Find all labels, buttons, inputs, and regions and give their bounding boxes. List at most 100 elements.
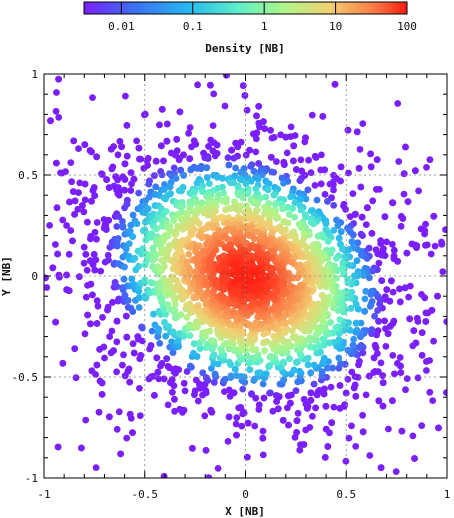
density-point [122, 312, 130, 320]
density-point [113, 338, 121, 346]
density-point [353, 326, 361, 334]
density-point [67, 159, 75, 167]
density-point [252, 148, 260, 156]
density-point [287, 317, 295, 324]
density-point [423, 367, 430, 374]
density-point [194, 302, 202, 309]
density-point [71, 211, 78, 218]
density-point [246, 366, 254, 373]
density-point [417, 225, 425, 233]
density-point [219, 174, 226, 182]
density-point [330, 186, 337, 194]
density-point [293, 429, 300, 436]
density-point [352, 392, 360, 400]
density-point [438, 240, 446, 248]
density-point [368, 287, 376, 295]
density-point [239, 82, 247, 89]
density-point [430, 212, 438, 220]
density-point [155, 325, 162, 333]
density-point [142, 218, 149, 226]
density-point [396, 354, 404, 361]
density-point [412, 167, 419, 175]
density-point [129, 429, 136, 436]
density-point [158, 360, 166, 367]
density-point [306, 424, 314, 431]
density-point [221, 375, 229, 383]
density-point [316, 342, 323, 350]
density-point [262, 193, 269, 201]
density-point [374, 327, 382, 334]
density-point [273, 392, 280, 399]
density-point [128, 180, 135, 188]
density-point [304, 361, 312, 369]
density-point [397, 369, 405, 376]
density-point [318, 291, 326, 299]
density-point [122, 92, 129, 100]
density-point [352, 319, 360, 327]
density-point [162, 195, 169, 203]
density-point [377, 240, 385, 247]
density-point [244, 419, 252, 427]
density-point [234, 143, 242, 151]
density-point [158, 142, 165, 150]
density-point [121, 160, 129, 168]
density-point [389, 288, 397, 296]
density-point [394, 360, 401, 367]
density-point [152, 251, 160, 258]
density-point [204, 288, 212, 295]
density-point [328, 419, 336, 427]
density-point [91, 266, 99, 274]
density-point [250, 167, 258, 175]
density-point [362, 287, 370, 295]
density-point [138, 323, 146, 331]
density-point [389, 199, 396, 207]
density-point [238, 176, 245, 184]
density-point [152, 157, 160, 165]
density-point [259, 427, 267, 435]
density-point [186, 155, 194, 163]
density-point [205, 261, 213, 269]
density-point [134, 333, 142, 340]
density-point [164, 232, 172, 240]
density-point [367, 150, 374, 158]
density-point [304, 354, 312, 362]
density-point [242, 180, 250, 188]
density-point [205, 474, 213, 478]
density-point [443, 389, 447, 396]
density-point [342, 206, 349, 213]
density-point [330, 403, 338, 411]
density-point [353, 128, 361, 136]
density-point [110, 347, 117, 355]
density-point [266, 362, 273, 369]
density-point [250, 270, 257, 278]
density-point [233, 414, 241, 421]
density-point [410, 327, 418, 334]
density-point [92, 464, 100, 471]
density-point [218, 282, 226, 290]
density-point [247, 162, 255, 170]
density-point [44, 284, 51, 291]
density-point [239, 385, 247, 393]
density-point [345, 434, 353, 442]
density-point [70, 137, 78, 145]
density-point [127, 221, 135, 229]
density-point [136, 385, 143, 392]
density-point [261, 125, 269, 133]
density-point [322, 425, 330, 433]
density-point [135, 144, 143, 152]
density-point [89, 291, 96, 299]
density-point [224, 154, 232, 162]
density-point [402, 143, 409, 151]
density-point [293, 166, 300, 173]
density-point [287, 193, 294, 201]
density-point [161, 181, 168, 188]
density-point [384, 330, 392, 338]
density-point [72, 374, 80, 382]
density-point [413, 314, 421, 322]
density-point [375, 259, 383, 267]
colorbar-tick-label: 1 [261, 20, 268, 33]
density-point [304, 186, 312, 194]
density-point [421, 230, 428, 238]
density-point [79, 202, 86, 209]
density-point [135, 262, 143, 270]
